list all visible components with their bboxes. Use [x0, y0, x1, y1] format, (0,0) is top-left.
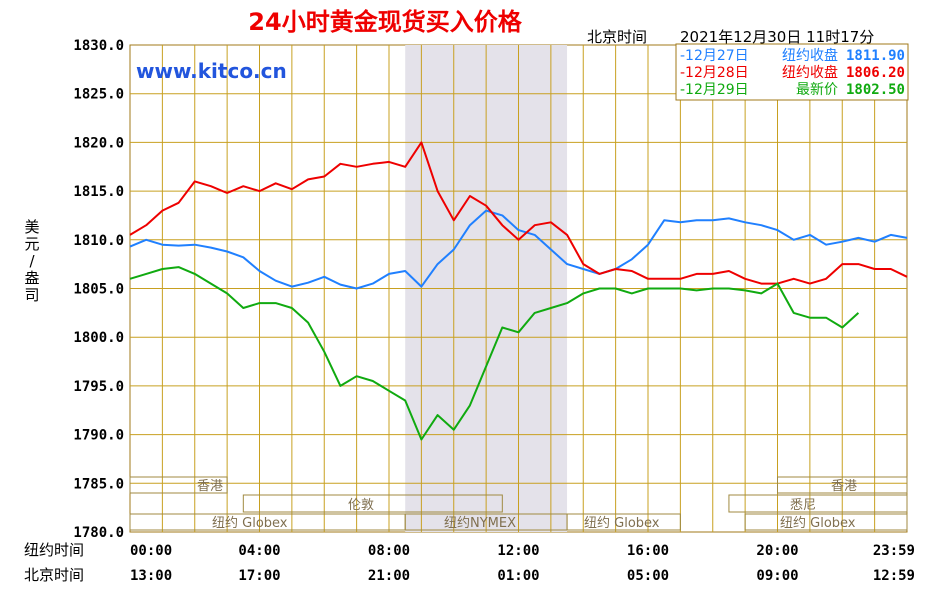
y-unit-char: /	[29, 252, 35, 270]
legend: -12月27日 纽约收盘 1811.90-12月28日 纽约收盘 1806.20-12月…	[680, 47, 905, 98]
bj-tick-label: 05:00	[627, 568, 669, 584]
ny-tick-label: 16:00	[627, 543, 669, 559]
bj-tick-label: 09:00	[756, 568, 798, 584]
bj-tick-label: 13:00	[130, 568, 172, 584]
sydney-session-band	[728, 494, 908, 513]
beijing-time-label: 北京时间	[587, 28, 647, 46]
bj-tick-label: 17:00	[238, 568, 280, 584]
legend-desc: 纽约收盘	[782, 64, 838, 81]
ny-globex-session-3-label: 纽约 Globex	[780, 516, 856, 531]
y-tick-label: 1780.0	[73, 525, 124, 541]
chart-title: 24小时黄金现货买入价格	[248, 8, 522, 36]
y-unit-char: 美	[24, 218, 39, 236]
legend-desc: 最新价	[796, 82, 838, 98]
y-tick-label: 1810.0	[73, 233, 124, 249]
legend-box	[675, 43, 909, 101]
legend-value: 1806.20	[846, 65, 905, 81]
legend-date: -12月29日	[680, 82, 749, 98]
y-unit-char: 盎	[24, 269, 39, 287]
ny-time-label: 纽约时间	[24, 541, 84, 559]
hongkong-session-2-band	[777, 476, 908, 494]
bj-tick-label: 01:00	[497, 568, 539, 584]
watermark-text: www.kitco.cn	[136, 59, 287, 83]
y-unit-char: 司	[24, 286, 39, 304]
y-tick-label: 1800.0	[73, 330, 124, 346]
series-lines	[129, 141, 908, 441]
y-tick-label: 1805.0	[73, 282, 124, 298]
sydney-session-label: 悉尼	[790, 498, 816, 513]
legend-date: -12月28日	[680, 65, 749, 81]
y-tick-label: 1825.0	[73, 87, 124, 103]
series-line-3	[129, 266, 860, 441]
ny-tick-label: 00:00	[130, 543, 172, 559]
ny-globex-session-label: 纽约 Globex	[212, 516, 288, 531]
y-tick-label: 1815.0	[73, 184, 124, 200]
bj-tick-label: 21:00	[368, 568, 410, 584]
bj-tick-label: 12:59	[873, 568, 915, 584]
london-session-band	[242, 494, 503, 513]
legend-value: 1811.90	[846, 48, 905, 64]
legend-date: -12月27日	[680, 48, 749, 64]
london-session-label: 伦敦	[348, 497, 374, 513]
legend-desc: 纽约收盘	[782, 47, 838, 64]
hongkong-session-band	[129, 476, 228, 494]
ny-tick-label: 08:00	[368, 543, 410, 559]
hongkong-session-label: 香港	[197, 479, 223, 494]
bj-time-label: 北京时间	[24, 566, 84, 584]
legend-value: 1802.50	[846, 82, 905, 98]
ny-tick-label: 12:00	[497, 543, 539, 559]
ny-tick-label: 04:00	[238, 543, 280, 559]
y-unit-char: 元	[24, 235, 39, 253]
ny-nymex-session-label: 纽约NYMEX	[444, 516, 516, 531]
ny-globex-session-3-band	[744, 513, 908, 531]
ny-globex-session-2-band	[566, 513, 681, 531]
ny-globex-session-2-label: 纽约 Globex	[584, 516, 660, 531]
y-tick-label: 1785.0	[73, 476, 124, 492]
ny-tick-label: 23:59	[873, 543, 915, 559]
hongkong-session-2-label: 香港	[831, 479, 857, 494]
y-tick-label: 1830.0	[73, 38, 124, 54]
y-tick-label: 1790.0	[73, 428, 124, 444]
ny-tick-label: 20:00	[756, 543, 798, 559]
series-line-1	[129, 209, 908, 290]
x-axis: 00:00 04:00 08:00 12:00 16:00 20:00 23:59 13:00…	[130, 543, 915, 584]
y-tick-label: 1795.0	[73, 379, 124, 395]
y-axis: 1830.0 1825.0 1820.0 1815.0 1810.0 1805.0 1800…	[73, 38, 124, 541]
timestamp: 2021年12月30日 11时17分	[680, 28, 874, 46]
y-tick-label: 1820.0	[73, 135, 124, 151]
y-axis-unit: 美元/盎司	[24, 218, 39, 304]
